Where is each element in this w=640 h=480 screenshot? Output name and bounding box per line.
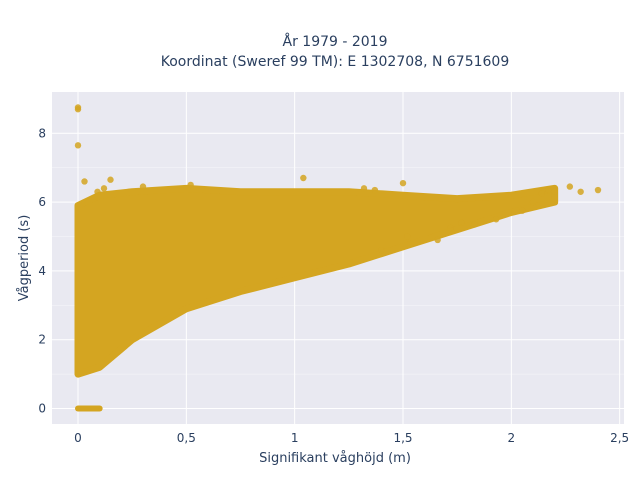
data-point xyxy=(566,183,574,190)
data-point xyxy=(447,224,454,232)
x-tick-label: 0,5 xyxy=(177,431,196,445)
data-point xyxy=(544,186,552,194)
y-tick-label: 8 xyxy=(38,126,46,140)
data-point xyxy=(458,219,465,226)
y-tick-label: 6 xyxy=(38,195,46,209)
data-point xyxy=(139,183,147,190)
x-tick-label: 2,5 xyxy=(610,431,629,445)
x-tick-label: 1,5 xyxy=(393,431,412,445)
data-point xyxy=(300,174,307,182)
data-point xyxy=(594,186,602,194)
data-point xyxy=(538,190,545,197)
data-points xyxy=(74,104,602,254)
data-point xyxy=(378,247,385,254)
x-tick-labels: 0 0,5 1 1,5 2 2,5 xyxy=(74,431,629,445)
y-tick-label: 0 xyxy=(38,402,46,416)
data-point xyxy=(74,142,82,149)
x-tick-label: 2 xyxy=(508,431,516,445)
data-point xyxy=(492,216,500,223)
point-cloud xyxy=(74,184,559,412)
data-point xyxy=(187,181,194,189)
data-point xyxy=(518,207,526,214)
y-tick-label: 2 xyxy=(38,333,46,347)
data-point xyxy=(577,188,584,195)
x-axis-label: Signifikant våghöjd (m) xyxy=(259,451,411,466)
data-point xyxy=(94,188,101,195)
x-tick-label: 1 xyxy=(291,431,299,445)
y-tick-label: 4 xyxy=(38,264,46,278)
y-tick-labels: 0 2 4 6 8 xyxy=(38,126,46,415)
data-point xyxy=(434,236,441,244)
data-point xyxy=(529,198,537,206)
chart-title-line-1: År 1979 - 2019 xyxy=(283,33,388,50)
data-point xyxy=(551,188,558,195)
chart-title-line-2: Koordinat (Sweref 99 TM): E 1302708, N 6… xyxy=(161,54,510,70)
data-point xyxy=(107,176,114,183)
point-cloud-body xyxy=(74,184,559,378)
data-point xyxy=(371,186,379,194)
x-tick-label: 0 xyxy=(74,431,82,445)
data-point xyxy=(404,233,411,240)
data-point xyxy=(74,104,82,111)
y-axis-label: Vågperiod (s) xyxy=(17,215,32,302)
data-point xyxy=(471,221,478,228)
data-point xyxy=(360,185,368,192)
data-point xyxy=(100,185,108,192)
data-point xyxy=(81,178,88,185)
data-point xyxy=(399,179,407,187)
